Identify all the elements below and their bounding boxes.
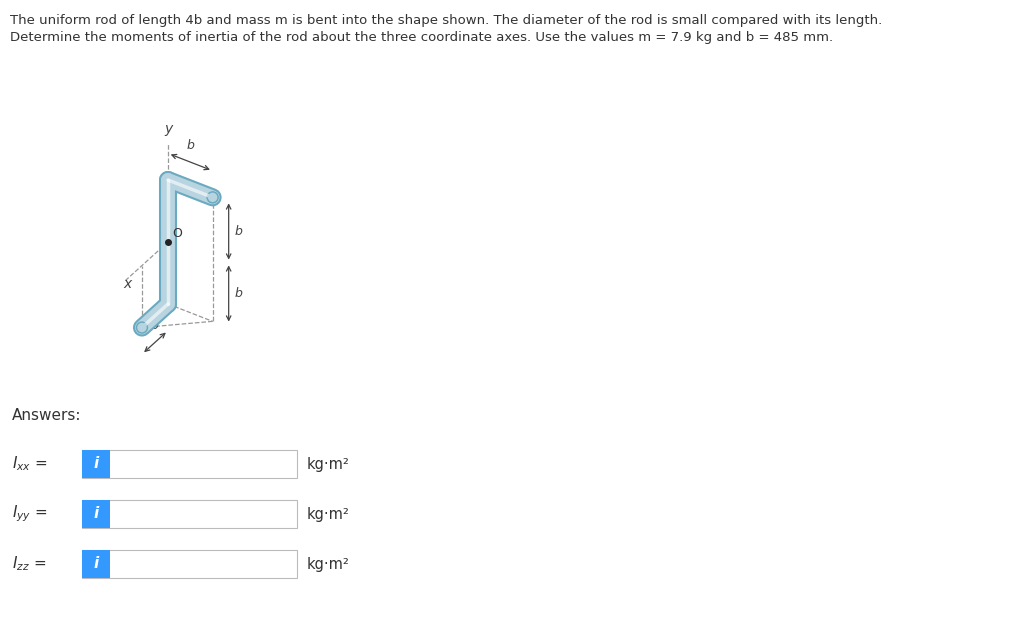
Text: i: i bbox=[93, 506, 98, 521]
Text: $I_{xx}$ =: $I_{xx}$ = bbox=[12, 454, 48, 473]
Text: b: b bbox=[151, 319, 159, 332]
Text: kg·m²: kg·m² bbox=[307, 506, 350, 521]
FancyBboxPatch shape bbox=[82, 500, 297, 528]
FancyBboxPatch shape bbox=[82, 450, 297, 478]
Text: i: i bbox=[93, 456, 98, 471]
Text: Determine the moments of inertia of the rod about the three coordinate axes. Use: Determine the moments of inertia of the … bbox=[10, 31, 833, 44]
Text: kg·m²: kg·m² bbox=[307, 456, 350, 471]
Text: $I_{yy}$ =: $I_{yy}$ = bbox=[12, 504, 48, 524]
Text: The uniform rod of length 4b and mass m is bent into the shape shown. The diamet: The uniform rod of length 4b and mass m … bbox=[10, 14, 882, 27]
Text: Answers:: Answers: bbox=[12, 408, 81, 423]
Circle shape bbox=[138, 324, 146, 331]
Text: y: y bbox=[163, 122, 173, 136]
Circle shape bbox=[136, 322, 147, 333]
Text: i: i bbox=[93, 556, 98, 571]
Text: $I_{zz}$ =: $I_{zz}$ = bbox=[12, 554, 46, 573]
FancyBboxPatch shape bbox=[82, 500, 110, 528]
Circle shape bbox=[209, 193, 216, 201]
FancyBboxPatch shape bbox=[82, 550, 297, 578]
Text: O: O bbox=[172, 227, 182, 240]
Text: b: b bbox=[234, 287, 243, 300]
Text: b: b bbox=[187, 139, 194, 152]
Text: x: x bbox=[123, 278, 131, 291]
Circle shape bbox=[207, 192, 218, 203]
Text: kg·m²: kg·m² bbox=[307, 556, 350, 571]
FancyBboxPatch shape bbox=[82, 550, 110, 578]
Text: b: b bbox=[234, 225, 243, 238]
FancyBboxPatch shape bbox=[82, 450, 110, 478]
